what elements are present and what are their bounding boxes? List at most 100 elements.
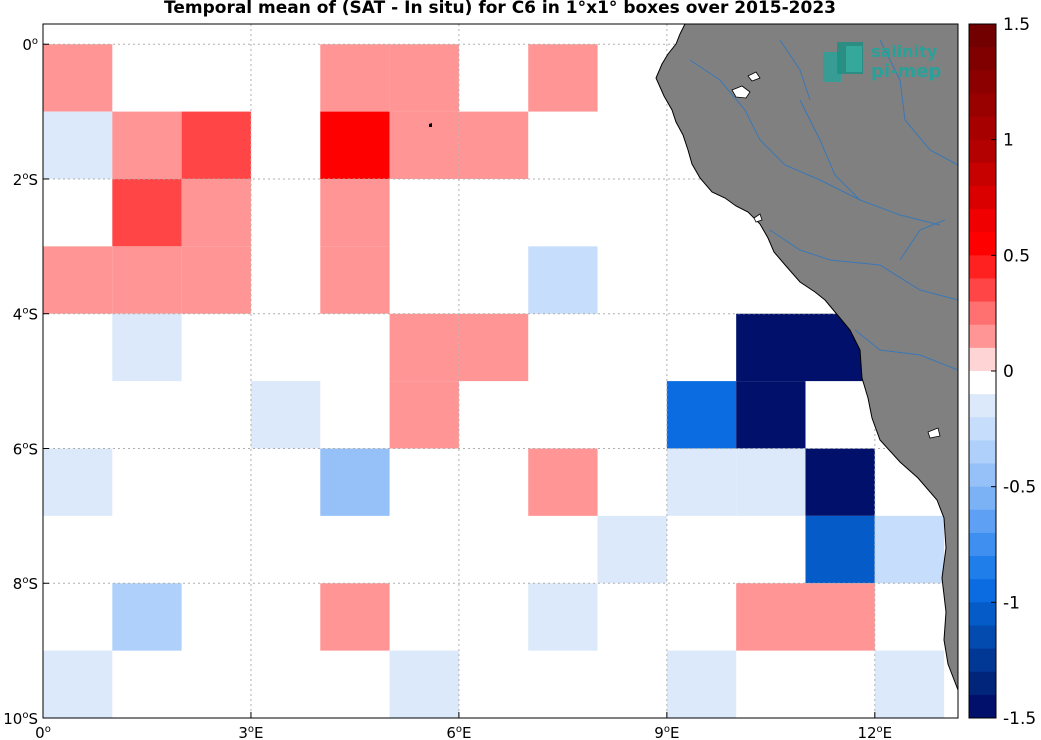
longitude-ticks: 0o 3oE 6oE 9oE 12oE	[35, 712, 892, 740]
y-tick-label: 2oS	[13, 171, 38, 189]
heatmap-cell	[528, 44, 598, 112]
heatmap-cell	[458, 313, 529, 382]
colorbar-tick-label: 1.5	[1003, 15, 1030, 35]
heatmap-cell	[320, 44, 390, 112]
heatmap-cell	[320, 246, 390, 314]
colorbar-block	[969, 579, 996, 603]
heatmap-cell	[874, 515, 945, 584]
heatmap-cell	[597, 515, 667, 584]
x-tick-label: 0o	[35, 724, 51, 740]
colorbar-block	[969, 278, 996, 303]
y-tick-label: 0o	[22, 36, 38, 54]
heatmap-cell	[736, 448, 806, 516]
heatmap-cell	[458, 111, 529, 179]
colorbar-block	[969, 463, 996, 488]
colorbar-block	[969, 440, 996, 465]
heatmap-cell	[389, 111, 459, 179]
colorbar-block	[969, 347, 996, 372]
heatmap-cell	[181, 111, 251, 179]
heatmap-cells	[43, 44, 945, 718]
heatmap-cell	[528, 583, 598, 651]
colorbar-block	[969, 486, 996, 511]
heatmap-cell	[320, 583, 390, 651]
colorbar-block	[969, 417, 996, 441]
heatmap-cell	[736, 381, 806, 449]
colorbar-block	[969, 209, 996, 233]
colorbar-tick-label: 1	[1003, 131, 1014, 151]
y-tick-label: 10oS	[3, 710, 38, 728]
logo-line1: salinity	[871, 42, 938, 61]
salinity-logo: salinity pi-mep	[823, 42, 941, 82]
heatmap-cell	[805, 583, 875, 651]
heatmap-cell	[112, 178, 182, 247]
map-frame	[42, 23, 959, 719]
colorbar-block	[969, 232, 996, 256]
x-tick-label: 9oE	[654, 724, 679, 740]
colorbar-block	[969, 70, 996, 94]
map-title: Temporal mean of (SAT - In situ) for C6 …	[164, 0, 836, 18]
heatmap-cell	[528, 448, 598, 516]
colorbar-block	[969, 694, 996, 719]
heatmap-cell	[736, 583, 806, 651]
colorbar-ticks: 1.5 1 0.5 0 -0.5 -1 -1.5	[991, 15, 1036, 729]
heatmap-cell	[43, 650, 113, 718]
colorbar-block	[969, 602, 996, 626]
colorbar-block	[969, 185, 996, 210]
x-tick-label: 12oE	[857, 724, 892, 740]
x-tick-label: 6oE	[446, 724, 471, 740]
heatmap-cell	[389, 381, 459, 449]
heatmap-cell	[528, 246, 598, 314]
y-tick-label: 8oS	[13, 575, 38, 593]
colorbar-blocks	[969, 24, 996, 719]
heatmap-cell	[320, 448, 390, 516]
colorbar-block	[969, 371, 996, 395]
colorbar-tick-label: 0	[1003, 362, 1014, 382]
rivers	[689, 39, 958, 371]
colorbar-block	[969, 394, 996, 418]
colorbar-tick-label: -0.5	[1003, 478, 1036, 498]
heatmap-cell	[666, 381, 737, 449]
heatmap-cell	[736, 313, 806, 382]
colorbar-tick-label: -1.5	[1003, 709, 1036, 729]
heatmap-cell	[805, 448, 875, 516]
x-tick-label: 3oE	[238, 724, 263, 740]
heatmap-cell	[874, 650, 945, 718]
heatmap-cell	[43, 448, 113, 516]
colorbar-block	[969, 116, 996, 141]
colorbar-block	[969, 532, 996, 557]
y-tick-label: 4oS	[13, 306, 38, 324]
heatmap-cell	[320, 178, 390, 247]
colorbar-block	[969, 93, 996, 118]
y-tick-label: 6oS	[13, 440, 38, 458]
colorbar-tick-label: 0.5	[1003, 246, 1030, 266]
heatmap-cell	[389, 313, 459, 382]
heatmap-cell	[805, 515, 875, 584]
colorbar-block	[969, 301, 996, 326]
colorbar-block	[969, 556, 996, 580]
heatmap-cell	[320, 111, 390, 179]
colorbar-block	[969, 162, 996, 187]
heatmap-cell	[112, 583, 182, 651]
heatmap-cell	[389, 44, 459, 112]
heatmap-cell	[112, 246, 182, 314]
heatmap-cell	[181, 178, 251, 247]
colorbar-block	[969, 324, 996, 349]
heatmap-cell	[43, 246, 113, 314]
colorbar-block	[969, 671, 996, 696]
heatmap-cell	[43, 44, 113, 112]
colorbar-block	[969, 509, 996, 534]
colorbar-tick-label: -1	[1003, 593, 1020, 613]
colorbar-block	[969, 625, 996, 650]
colorbar-block	[969, 24, 996, 48]
heatmap-cell	[181, 246, 251, 314]
heatmap-cell	[666, 650, 737, 718]
colorbar-block	[969, 648, 996, 673]
heatmap-cell	[250, 381, 321, 449]
heatmap-cell	[112, 313, 182, 382]
colorbar-block	[969, 47, 996, 71]
land-mass	[429, 24, 958, 691]
colorbar-block	[969, 255, 996, 279]
heatmap-cell	[43, 111, 113, 179]
